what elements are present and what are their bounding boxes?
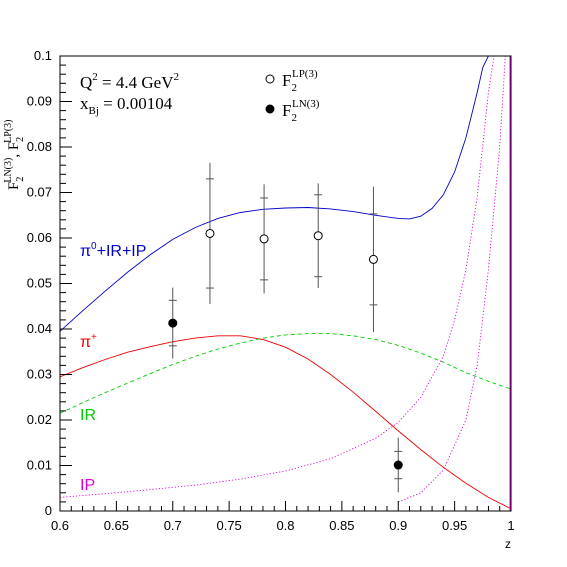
legend: F2LP(3) F2LN(3): [265, 68, 320, 124]
y-tick-label: 0.03: [27, 367, 52, 382]
xbj-main: x: [80, 94, 89, 113]
q2-rest: = 4.4 GeV: [98, 73, 174, 92]
x-tick-label: 0.85: [329, 518, 354, 533]
q2-main: Q: [80, 73, 92, 92]
x-axis-title: z: [505, 537, 511, 551]
label-total-sup: 0: [91, 241, 97, 252]
xbj-rest: = 0.00104: [99, 94, 173, 113]
x-tick-label: 0.95: [442, 518, 467, 533]
series-line-1: [60, 335, 511, 510]
axes-layer: 0.6 0.65 0.7 0.75 0.8 0.85 0.9 0.95 1 0 0.01 0.02 0.…: [27, 48, 515, 533]
legend-filled-circle-marker: [265, 104, 275, 114]
legend-ln-main: F: [282, 101, 291, 120]
open-circle-marker: [259, 234, 269, 244]
y-title-sup1: LN(3): [3, 158, 14, 183]
y-title-main1: F: [6, 182, 22, 190]
ln-point-0: [168, 287, 178, 359]
x-tick-label: 1: [507, 518, 514, 533]
ln-point-1: [393, 437, 403, 493]
label-pi-plus-main: π: [80, 334, 91, 351]
label-ip-curve: IP: [80, 477, 95, 494]
x-tick-label: 0.65: [104, 518, 129, 533]
lp-point-2: [313, 183, 323, 289]
y-tick-label: 0.06: [27, 230, 52, 245]
label-total-main: π: [80, 243, 91, 260]
y-title-main2: F: [6, 142, 22, 150]
x-tick-label: 0.8: [276, 518, 294, 533]
y-tick-label: 0.01: [27, 458, 52, 473]
x-tick-label: 0.9: [389, 518, 407, 533]
plot-frame: [59, 55, 512, 512]
lp-point-0: [205, 162, 215, 304]
legend-lp-sub: 2: [291, 82, 297, 94]
curves-layer: [60, 56, 511, 511]
x-tick-label: 0.6: [51, 518, 69, 533]
legend-ln-sup: LN(3): [292, 98, 320, 110]
legend-lp-main: F: [282, 71, 291, 90]
x-tick-label: 0.75: [216, 518, 241, 533]
y-title-sub2: 2: [15, 137, 26, 142]
y-title-sup2: LP(3): [3, 119, 14, 142]
legend-entry-lp: F2 LP(3): [282, 68, 318, 94]
y-tick-label: 0.07: [27, 185, 52, 200]
label-total-curve: π0+IR+IP: [80, 241, 146, 260]
filled-circle-marker: [393, 460, 403, 470]
lp-point-1: [259, 184, 269, 294]
y-tick-label: 0.04: [27, 321, 52, 336]
series-line-0: [60, 56, 489, 332]
filled-circle-marker: [168, 318, 178, 328]
q2-sup2: 2: [173, 71, 179, 83]
label-pi-plus-sup: +: [91, 332, 97, 343]
legend-entry-ln: F2 LN(3): [282, 98, 320, 124]
series-line-3: [60, 56, 495, 498]
series-line-4: [398, 56, 506, 503]
data-points-layer: [168, 162, 403, 493]
y-title-sub1: 2: [15, 177, 26, 182]
y-tick-label: 0.1: [34, 48, 52, 63]
label-pi-plus-curve: π+: [80, 332, 97, 351]
y-tick-label: 0.08: [27, 139, 52, 154]
label-ir-curve: IR: [80, 407, 96, 424]
y-tick-label: 0.05: [27, 276, 52, 291]
legend-lp-sup: LP(3): [292, 68, 318, 80]
q2-annotation: Q2 = 4.4 GeV2: [80, 71, 179, 92]
label-total-rest: +IR+IP: [97, 243, 147, 260]
open-circle-marker: [205, 228, 215, 238]
q2-sup: 2: [92, 71, 98, 83]
xbj-sub: Bj: [89, 105, 99, 117]
legend-ln-sub: 2: [291, 112, 297, 124]
open-circle-marker: [313, 231, 323, 241]
y-axis-title: F2LN(3), F2LP(3): [3, 119, 26, 190]
y-tick-label: 0.02: [27, 412, 52, 427]
lp-point-3: [368, 186, 378, 333]
x-tick-label: 0.7: [164, 518, 182, 533]
legend-open-circle-marker: [265, 74, 275, 84]
open-circle-marker: [368, 254, 378, 264]
series-line-2: [60, 333, 511, 414]
y-title-sep: ,: [6, 150, 22, 158]
y-tick-label: 0: [45, 503, 52, 518]
y-tick-label: 0.09: [27, 94, 52, 109]
xbj-annotation: xBj = 0.00104: [80, 94, 173, 117]
